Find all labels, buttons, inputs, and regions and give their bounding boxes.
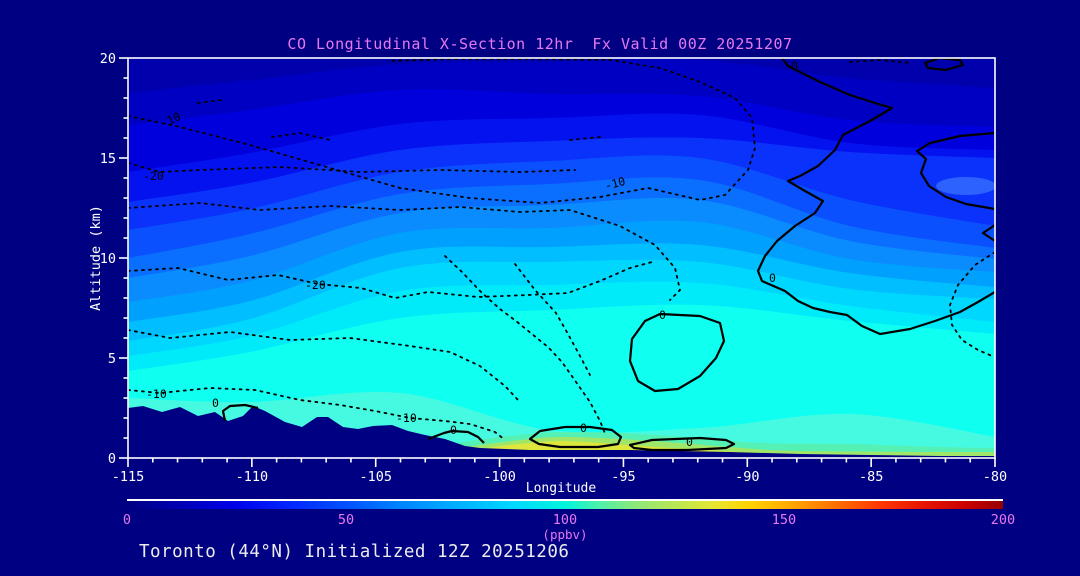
x-tick-label: -90: [735, 469, 759, 485]
colorbar-tick-label: 0: [122, 512, 132, 528]
svg-text:-10: -10: [146, 387, 167, 401]
x-tick-label: -100: [483, 469, 516, 485]
svg-text:0: 0: [769, 271, 776, 285]
y-axis-label: Altitude (km): [88, 205, 104, 311]
x-tick-label: -85: [859, 469, 883, 485]
svg-text:-20: -20: [305, 278, 326, 292]
colorbar-units: (ppbv): [542, 527, 588, 542]
svg-text:0: 0: [212, 396, 219, 410]
colorbar-tick-label: 50: [337, 512, 355, 528]
colorbar-tick-label: 200: [990, 512, 1016, 528]
x-tick-label: -105: [359, 469, 392, 485]
x-axis-label: Longitude: [525, 481, 597, 496]
x-tick-label: -110: [236, 469, 269, 485]
svg-text:-20: -20: [143, 169, 164, 183]
y-tick-label: 20: [100, 51, 116, 67]
y-tick-label: 10: [100, 251, 116, 267]
y-tick-label: 15: [100, 151, 116, 167]
chart-title: CO Longitudinal X-Section 12hr Fx Valid …: [287, 35, 793, 53]
x-tick-label: -115: [112, 469, 145, 485]
svg-text:0: 0: [686, 435, 693, 449]
svg-text:0: 0: [580, 421, 587, 435]
x-tick-label: -95: [611, 469, 635, 485]
x-tick-label: -80: [983, 469, 1007, 485]
svg-text:0: 0: [659, 308, 666, 322]
colorbar-tick-label: 100: [552, 512, 578, 528]
y-tick-label: 0: [108, 451, 116, 467]
svg-text:0: 0: [450, 423, 457, 437]
y-tick-label: 5: [108, 351, 116, 367]
colorbar-gradient: [127, 501, 1003, 509]
svg-text:-10: -10: [396, 411, 417, 425]
svg-text:-10: -10: [603, 174, 627, 193]
colorbar: [127, 499, 1003, 511]
svg-text:0: 0: [791, 59, 798, 73]
footer-caption: Toronto (44°N) Initialized 12Z 20251206: [139, 542, 570, 562]
colorbar-tick-label: 150: [771, 512, 797, 528]
